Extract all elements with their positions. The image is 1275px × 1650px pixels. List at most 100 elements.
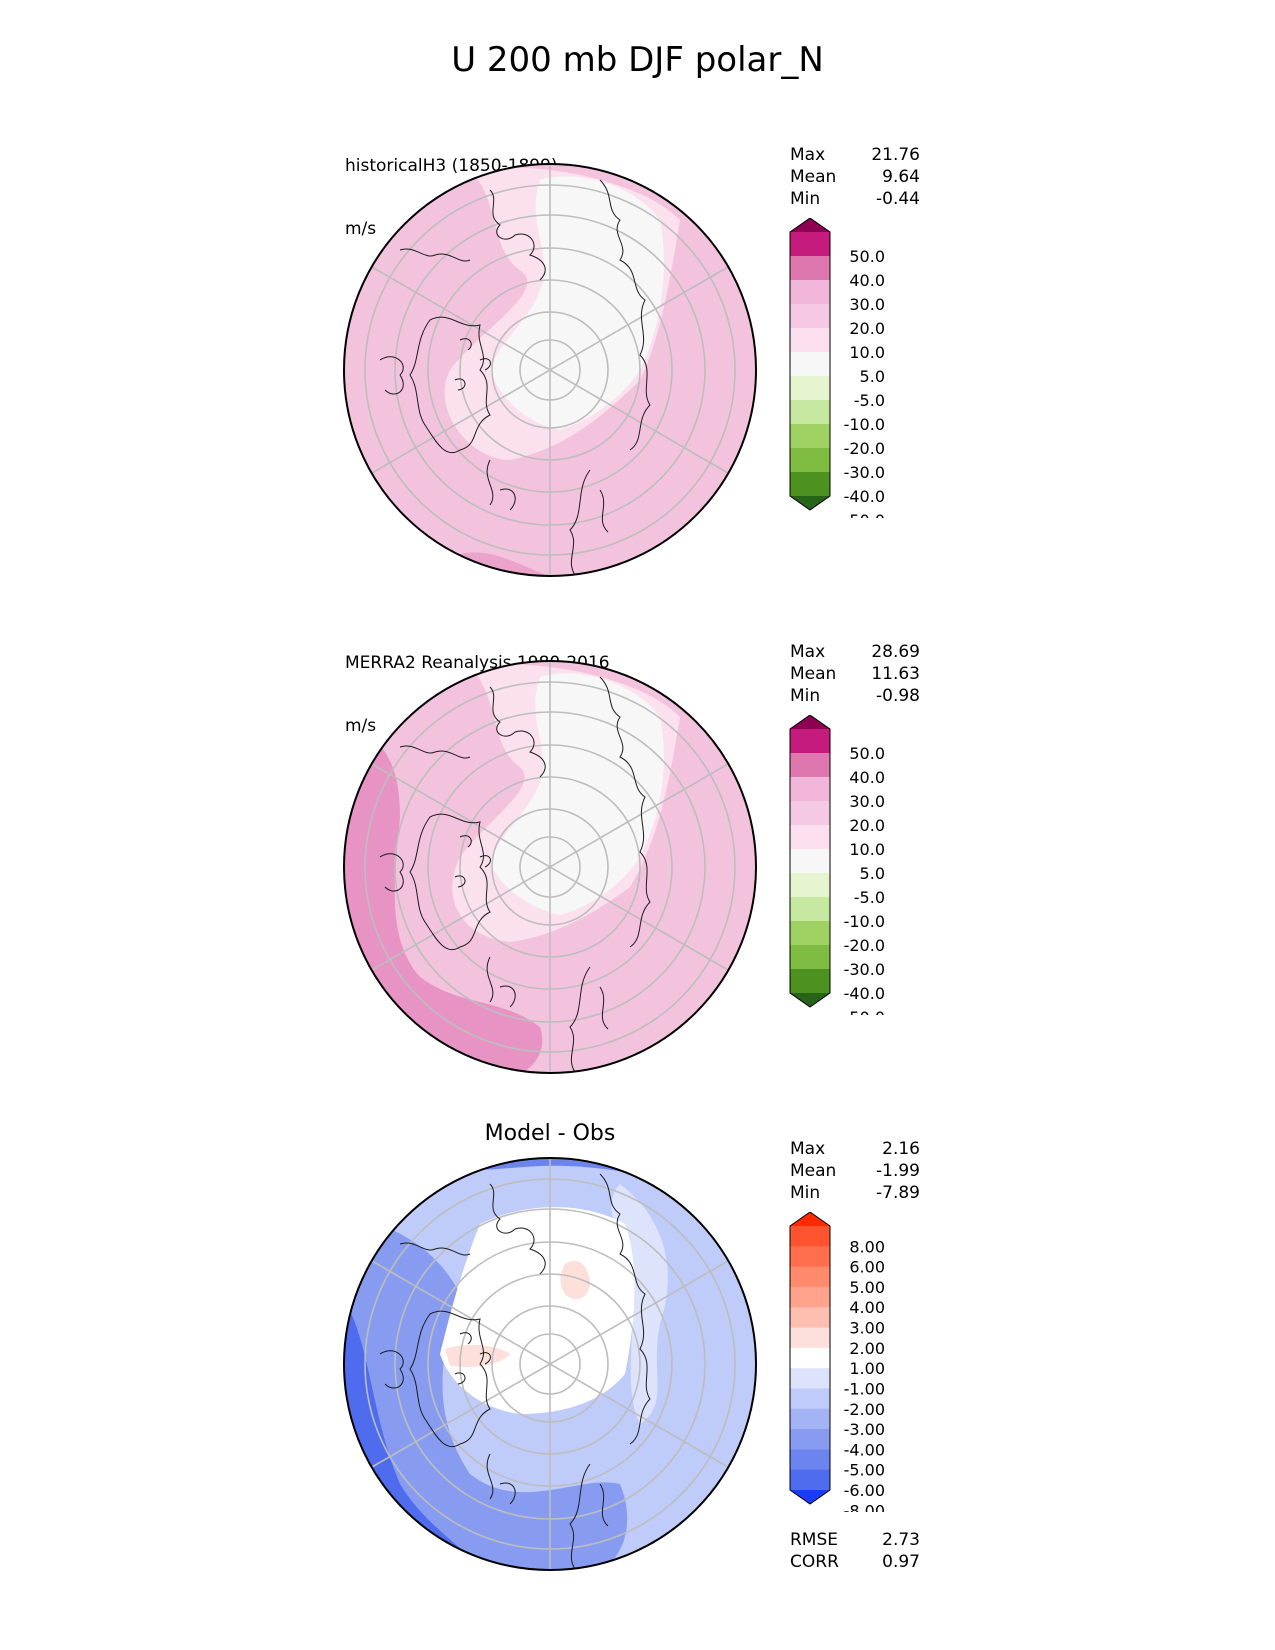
colorbar-tick-label: 50.0 (849, 744, 885, 763)
colorbar-tick-label: 1.00 (849, 1359, 885, 1378)
graticule (364, 164, 736, 576)
graticule (364, 661, 736, 1073)
panel-3-colorbar: 8.00 6.005.004.00 3.002.001.00-1.00 -2.00-3… (789, 1212, 885, 1512)
stat-row-mean: Mean 9.64 (790, 166, 920, 188)
colorbar-block (790, 1408, 830, 1430)
stat-value: 28.69 (871, 642, 920, 662)
colorbar-block (790, 849, 830, 874)
colorbar-tick-label: 20.0 (849, 816, 885, 835)
colorbar-tick-label: -5.00 (844, 1461, 885, 1480)
stat-name: Min (790, 1183, 821, 1203)
colorbar-tick-label: -40.0 (844, 984, 885, 1003)
metric-value: 0.97 (882, 1552, 920, 1572)
panel-1-stats: Max 21.76 Mean 9.64 Min -0.44 (790, 144, 920, 210)
colorbar-blocks (789, 1212, 831, 1505)
colorbar-block (790, 1266, 830, 1288)
stat-name: Mean (790, 167, 837, 187)
stat-name: Max (790, 1139, 826, 1159)
panel-1-units: m/s (345, 219, 377, 239)
colorbar-tick-label: -4.00 (844, 1440, 885, 1459)
colorbar-tick-label: 40.0 (849, 271, 885, 290)
diff-minus4-minus5-region (344, 1214, 628, 1570)
colorbar-tick-label: -6.00 (844, 1481, 885, 1500)
colorbar-tick-label: -20.0 (844, 439, 885, 458)
colorbar-tick-label: -10.0 (844, 415, 885, 434)
colorbar-tick-label: 30.0 (849, 295, 885, 314)
colorbar-block (790, 232, 830, 257)
panel-2-stats: Max 28.69 Mean 11.63 Min -0.98 (790, 641, 920, 707)
colorbar-tick-label: -3.00 (844, 1420, 885, 1439)
stat-value: 11.63 (871, 664, 920, 684)
coastlines (379, 1173, 651, 1570)
colorbar-tick-label: -50.0 (844, 511, 885, 518)
colorbar-tick-label: 4.00 (849, 1298, 885, 1317)
stat-value: 21.76 (871, 145, 920, 165)
colorbar-block (790, 753, 830, 778)
colorbar-block (790, 801, 830, 826)
stat-value: -7.89 (876, 1183, 920, 1203)
metric-name: RMSE (790, 1530, 839, 1550)
colorbar-block (790, 969, 830, 994)
colorbar-extend-bottom (790, 993, 830, 1007)
colorbar-block (790, 1226, 830, 1247)
stat-row-min: Min -0.98 (790, 685, 920, 707)
stat-name: Min (790, 189, 821, 209)
colorbar-block (790, 729, 830, 754)
colorbar-block (790, 1286, 830, 1308)
stat-row-mean: Mean 11.63 (790, 663, 920, 685)
stat-row-max: Max 28.69 (790, 641, 920, 663)
colorbar-tick-label: -20.0 (844, 936, 885, 955)
colorbar-tick-label: 5.0 (860, 367, 885, 386)
colorbar-tick-label: 40.0 (849, 768, 885, 787)
colorbar-block (790, 1327, 830, 1349)
colorbar-tick-label: -5.0 (854, 391, 885, 410)
coastlines (379, 676, 651, 1073)
colorbar-tick-label: 8.00 (849, 1237, 885, 1256)
colorbar-block (790, 921, 830, 946)
colorbar-block (790, 1368, 830, 1389)
stat-value: 2.16 (882, 1139, 920, 1159)
metric-value: 2.73 (882, 1530, 920, 1550)
colorbar-block (790, 280, 830, 305)
colorbar-labels: 8.00 6.005.004.00 3.002.001.00-1.00 -2.00-3… (844, 1237, 885, 1512)
colorbar-tick-label: -1.00 (844, 1379, 885, 1398)
stat-value: -1.99 (876, 1161, 920, 1181)
colorbar-block (790, 873, 830, 898)
colorbar-extend-bottom (790, 1490, 830, 1504)
colorbar-block (790, 945, 830, 970)
stat-row-mean: Mean -1.99 (790, 1160, 920, 1182)
colorbar-outline (789, 218, 831, 511)
colorbar-tick-label: 2.00 (849, 1339, 885, 1358)
colorbar-block (790, 352, 830, 377)
colorbar-outline (789, 1212, 831, 1505)
colorbar-labels: 50.0 40.0 30.0 20.0 10.0 5.0 -5.0 -10.0 -20.0 -30… (844, 744, 885, 1015)
colorbar-extend-top (790, 715, 830, 729)
stat-name: Max (790, 642, 826, 662)
stat-name: Min (790, 686, 821, 706)
panel-2-polar-map (343, 660, 757, 1074)
stat-value: -0.44 (876, 189, 920, 209)
colorbar-block (790, 1246, 830, 1268)
map-boundary (343, 1157, 757, 1571)
stat-row-max: Max 2.16 (790, 1138, 920, 1160)
colorbar-extend-top (790, 218, 830, 232)
colorbar-extend-bottom (790, 496, 830, 510)
metric-name: CORR (790, 1552, 839, 1572)
colorbar-block (790, 1347, 830, 1369)
colorbar-tick-label: 20.0 (849, 319, 885, 338)
colorbar-labels: 50.0 40.0 30.0 20.0 10.0 5.0 -5.0 -10.0 -20.0 -30… (844, 247, 885, 518)
colorbar-block (790, 1388, 830, 1410)
colorbar-tick-label: 10.0 (849, 840, 885, 859)
colorbar-tick-label: 10.0 (849, 343, 885, 362)
diff-minus5-minus6-region (460, 1158, 660, 1184)
difference-panel-title: Model - Obs (484, 1121, 616, 1146)
map-boundary (343, 163, 757, 577)
colorbar-tick-label: 50.0 (849, 247, 885, 266)
colorbar-block (790, 328, 830, 353)
graticule (364, 1158, 736, 1570)
colorbar-outline (789, 715, 831, 1008)
panel-1-colorbar: 50.0 40.0 30.0 20.0 10.0 5.0 -5.0 -10.0 -20.0 -30… (789, 218, 885, 518)
map-boundary (343, 660, 757, 1074)
metric-row-rmse: RMSE 2.73 (790, 1529, 920, 1551)
panel-3-difference-map (343, 1157, 757, 1571)
